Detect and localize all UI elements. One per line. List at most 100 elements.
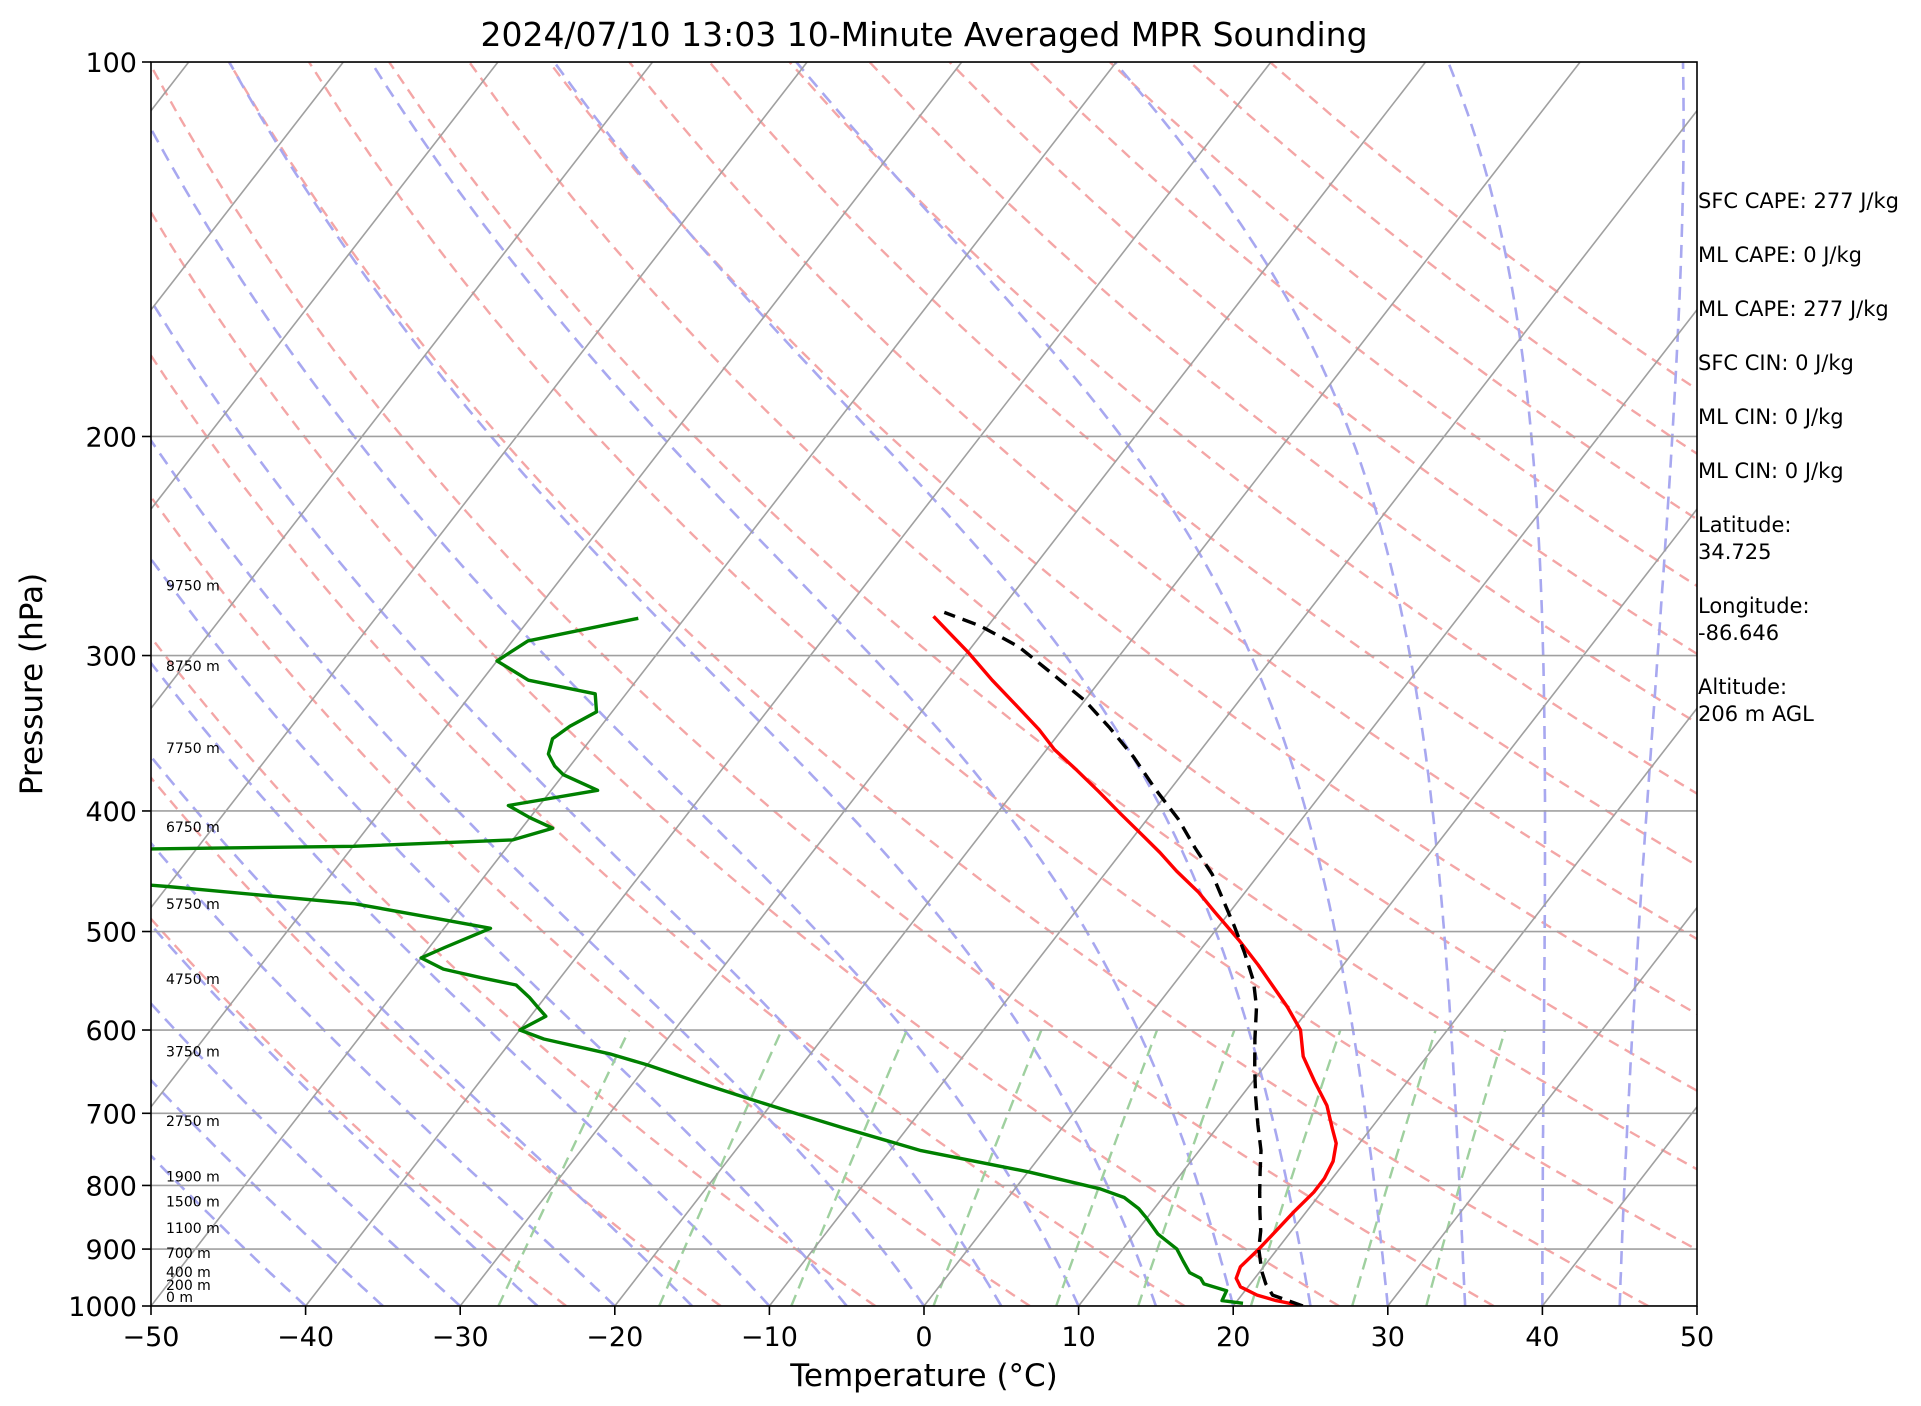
x-tick-label: 50 bbox=[1680, 1322, 1714, 1353]
x-axis-label: Temperature (°C) bbox=[789, 1358, 1058, 1394]
ml-cape-text: ML CAPE: 0 J/kg bbox=[1698, 243, 1863, 267]
moist-adiabat-line bbox=[795, 62, 1390, 1306]
y-tick-label: 600 bbox=[85, 1016, 137, 1047]
background-lines bbox=[151, 62, 1697, 1306]
sfc-cape-text: SFC CAPE: 277 J/kg bbox=[1698, 189, 1899, 213]
dry-adiabat-line bbox=[468, 62, 1697, 1093]
moist-adiabat-line bbox=[228, 62, 1158, 1306]
y-axis-ticks: 1000 900 800 700 600 500 400 300 200 100 bbox=[68, 48, 151, 1323]
dewpoint-line bbox=[151, 616, 1244, 1305]
temperature-line bbox=[932, 615, 1338, 1306]
height-label: 700 m bbox=[166, 1246, 211, 1262]
height-label: 9750 m bbox=[166, 579, 220, 595]
y-tick-label: 1000 bbox=[68, 1292, 137, 1323]
altitude-label: Altitude: bbox=[1698, 675, 1788, 699]
sfc-cin-text: SFC CIN: 0 J/kg bbox=[1698, 351, 1854, 375]
isotherm-line bbox=[304, 62, 1272, 1306]
plot-frame bbox=[150, 61, 1698, 1307]
height-label: 0 m bbox=[166, 1290, 193, 1306]
y-tick-label: 700 bbox=[85, 1099, 137, 1130]
x-tick-label: −50 bbox=[123, 1322, 180, 1353]
moist-adiabat-line bbox=[151, 841, 616, 1306]
y-tick-label: 900 bbox=[85, 1235, 137, 1266]
dry-adiabat-line bbox=[628, 62, 1697, 941]
dry-adiabat-line bbox=[868, 62, 1697, 725]
altitude-value: 206 m AGL bbox=[1698, 702, 1814, 726]
isotherm-line bbox=[151, 62, 499, 511]
dry-adiabat-line bbox=[548, 62, 1697, 1016]
mixing-ratio-line bbox=[932, 1029, 1043, 1306]
isotherm-line bbox=[1387, 906, 1697, 1306]
y-tick-label: 300 bbox=[85, 642, 137, 673]
chart-title: 2024/07/10 13:03 10-Minute Averaged MPR … bbox=[480, 15, 1367, 54]
isotherm-line bbox=[923, 308, 1697, 1306]
height-label: 1900 m bbox=[166, 1169, 220, 1185]
moist-adiabat-line bbox=[151, 126, 1080, 1306]
longitude-value: -86.646 bbox=[1698, 621, 1780, 645]
height-label: 8750 m bbox=[166, 659, 220, 675]
isotherm-line bbox=[151, 62, 808, 909]
dry-adiabat-line bbox=[151, 494, 1031, 1306]
x-tick-label: −20 bbox=[586, 1322, 643, 1353]
y-tick-label: 100 bbox=[85, 48, 137, 79]
moist-adiabat-line bbox=[151, 1078, 384, 1306]
moist-adiabat-line bbox=[1113, 62, 1467, 1306]
dry-adiabat-line bbox=[151, 63, 1495, 1306]
height-label: 6750 m bbox=[166, 820, 220, 836]
moist-adiabat-line bbox=[370, 62, 1235, 1306]
height-label: 400 m bbox=[166, 1265, 211, 1281]
x-tick-label: 40 bbox=[1525, 1322, 1559, 1353]
mixing-ratio-line bbox=[658, 1029, 783, 1306]
dry-adiabat-line bbox=[307, 62, 1697, 1252]
moist-adiabat-line bbox=[151, 923, 539, 1306]
y-axis-label: Pressure (hPa) bbox=[14, 573, 50, 795]
y-tick-label: 400 bbox=[85, 797, 137, 828]
x-tick-label: 0 bbox=[915, 1322, 932, 1353]
moist-adiabat-line bbox=[553, 62, 1312, 1306]
mixing-ratio-line bbox=[1425, 1029, 1507, 1306]
isotherm-line bbox=[151, 62, 344, 312]
moist-adiabat-line bbox=[151, 438, 926, 1306]
isotherm-line bbox=[151, 62, 963, 1109]
latitude-label: Latitude: bbox=[1698, 513, 1792, 537]
latitude-value: 34.725 bbox=[1698, 540, 1772, 564]
altitude-block: Altitude: 206 m AGL bbox=[1698, 674, 1814, 728]
dry-adiabat-line bbox=[388, 62, 1697, 1171]
dry-adiabat-line bbox=[151, 635, 876, 1306]
dry-adiabat-line bbox=[708, 62, 1697, 867]
moist-adiabat-line bbox=[151, 556, 848, 1306]
moist-adiabat-line bbox=[1618, 62, 1685, 1306]
height-label: 5750 m bbox=[166, 897, 220, 913]
mixing-ratio-line bbox=[1137, 1029, 1236, 1306]
isotherm-line bbox=[151, 62, 1117, 1306]
dry-adiabat-line bbox=[151, 775, 722, 1306]
moist-adiabat-line bbox=[151, 1001, 462, 1306]
mixing-ratio-line bbox=[1055, 1029, 1159, 1306]
height-label: 3750 m bbox=[166, 1045, 220, 1061]
y-tick-label: 500 bbox=[85, 918, 137, 949]
ml-cin-text: ML CIN: 0 J/kg bbox=[1698, 405, 1844, 429]
y-tick-label: 200 bbox=[85, 422, 137, 453]
sounding-series bbox=[151, 610, 1338, 1306]
x-tick-label: −40 bbox=[277, 1322, 334, 1353]
isotherm-line bbox=[1077, 507, 1697, 1306]
x-tick-label: 30 bbox=[1371, 1322, 1405, 1353]
moist-adiabat-line bbox=[1446, 62, 1547, 1306]
moist-adiabat-line bbox=[151, 1153, 307, 1306]
isotherm-line bbox=[459, 62, 1427, 1306]
ml-cape-text-2: ML CAPE: 277 J/kg bbox=[1698, 297, 1889, 321]
dry-adiabat-line bbox=[1028, 62, 1697, 588]
mixing-ratio-line bbox=[497, 1029, 631, 1306]
mixing-ratio-line bbox=[790, 1029, 909, 1306]
ml-cin-text-2: ML CIN: 0 J/kg bbox=[1698, 459, 1844, 483]
x-tick-label: 10 bbox=[1061, 1322, 1095, 1353]
longitude-label: Longitude: bbox=[1698, 594, 1810, 618]
x-tick-label: 20 bbox=[1216, 1322, 1250, 1353]
x-tick-label: −30 bbox=[432, 1322, 489, 1353]
latitude-block: Latitude: 34.725 bbox=[1698, 512, 1792, 566]
longitude-block: Longitude: -86.646 bbox=[1698, 593, 1810, 647]
height-label: 200 m bbox=[166, 1278, 211, 1294]
dry-adiabat-line bbox=[227, 62, 1649, 1306]
